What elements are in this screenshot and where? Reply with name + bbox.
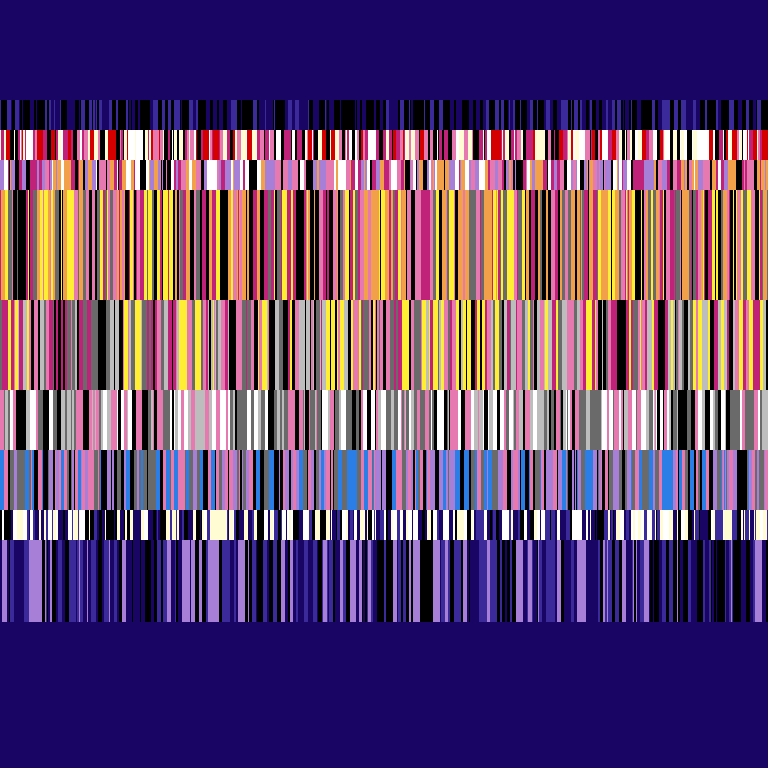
gray-white-band [0, 390, 768, 450]
orange-pink-band-stripes [0, 190, 768, 300]
cream-navy-band [0, 510, 768, 540]
pink-band [0, 160, 768, 190]
cream-red-band-stripes [0, 130, 768, 160]
dark-navy-band-stripes [0, 540, 768, 622]
black-top-band [0, 100, 768, 130]
gray-white-band-stripes [0, 390, 768, 450]
dark-navy-band [0, 540, 768, 622]
blue-pink-band-stripes [0, 450, 768, 510]
orange-pink-band [0, 190, 768, 300]
garbled-text-row [0, 740, 384, 768]
pink-band-stripes [0, 160, 768, 190]
cream-navy-band-stripes [0, 510, 768, 540]
blue-pink-band [0, 450, 768, 510]
gray-pink-band [0, 300, 768, 390]
cream-red-band [0, 130, 768, 160]
black-top-band-stripes [0, 100, 768, 130]
gray-pink-band-stripes [0, 300, 768, 390]
